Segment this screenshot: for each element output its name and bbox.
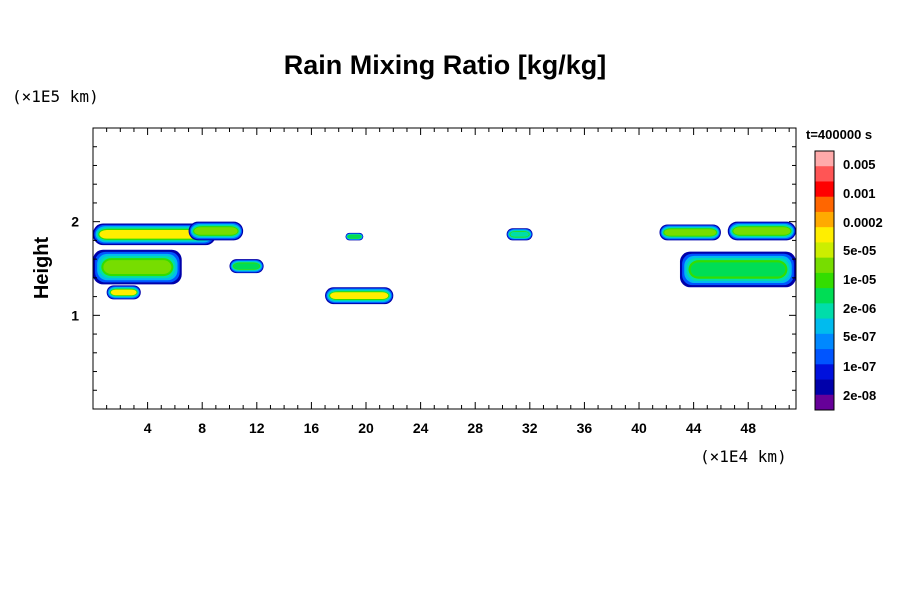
- rain-core: [664, 229, 717, 236]
- x-tick-label: 32: [522, 420, 538, 436]
- rain-core: [103, 260, 172, 275]
- rain-region: [506, 228, 533, 241]
- rain-region: [345, 232, 364, 241]
- colorbar-swatch: [815, 151, 834, 167]
- x-tick-label: 36: [577, 420, 593, 436]
- colorbar-swatch: [815, 364, 834, 380]
- x-tick-label: 40: [631, 420, 647, 436]
- colorbar-swatch: [815, 303, 834, 319]
- plot-frame: [92, 127, 797, 410]
- colorbar-swatch: [815, 211, 834, 228]
- rain-region: [679, 251, 796, 288]
- colorbar: 0.005 0.001 0.0002 5e-05 1e-05 2e-06 5e-07 1e-0…: [814, 150, 883, 411]
- rain-core: [510, 231, 529, 237]
- x-tick-label: 4: [144, 420, 152, 436]
- rain-core: [194, 227, 238, 235]
- rain-region: [93, 223, 216, 246]
- colorbar-swatch: [815, 288, 834, 304]
- colorbar-swatch: [815, 257, 834, 274]
- colorbar-swatch: [815, 181, 834, 198]
- colorbar-label: 0.005: [843, 157, 876, 172]
- chart-title: Rain Mixing Ratio [kg/kg]: [284, 50, 607, 80]
- colorbar-label: 0.0002: [843, 215, 883, 230]
- rain-core: [733, 227, 791, 235]
- colorbar-swatch: [815, 349, 834, 365]
- rain-region: [229, 259, 264, 274]
- rain-region: [659, 224, 721, 241]
- colorbar-swatch: [815, 196, 834, 213]
- rain-region: [188, 221, 244, 241]
- colorbar-label: 2e-08: [843, 388, 876, 403]
- colorbar-swatch: [815, 242, 834, 259]
- x-tick-label: 12: [249, 420, 265, 436]
- colorbar-label: 2e-06: [843, 301, 876, 316]
- x-tick-label: 20: [358, 420, 374, 436]
- rain-core: [233, 263, 260, 269]
- colorbar-swatch: [815, 379, 834, 396]
- colorbar-swatch: [815, 166, 834, 182]
- x-tick-label: 16: [304, 420, 320, 436]
- x-tick-label: 28: [467, 420, 483, 436]
- x-axis-unit-label: (×1E4 km): [700, 447, 787, 466]
- rain-core: [110, 289, 137, 296]
- y-axis-unit-label: (×1E5 km): [12, 87, 99, 106]
- rain-core: [330, 292, 389, 300]
- colorbar-label: 1e-05: [843, 272, 876, 287]
- colorbar-swatch: [815, 333, 834, 350]
- rain-region: [93, 249, 182, 285]
- time-label: t=400000 s: [806, 127, 872, 142]
- colorbar-label: 5e-07: [843, 329, 876, 344]
- colorbar-swatch: [815, 394, 834, 411]
- colorbar-swatch: [815, 227, 834, 243]
- colorbar-swatch: [815, 318, 834, 335]
- x-tick-label: 8: [198, 420, 206, 436]
- rain-core: [347, 235, 362, 239]
- x-tick-label: 44: [686, 420, 702, 436]
- y-axis-label: Height: [31, 237, 53, 300]
- y-tick-label: 2: [71, 214, 79, 230]
- colorbar-frame: [814, 150, 835, 411]
- x-tick-label: 24: [413, 420, 429, 436]
- colorbar-swatch: [815, 272, 834, 289]
- x-tick-label: 48: [740, 420, 756, 436]
- rain-region: [727, 221, 796, 241]
- colorbar-label: 5e-05: [843, 243, 876, 258]
- rain-field-layer: [93, 221, 796, 305]
- rain-region: [106, 285, 141, 300]
- colorbar-label: 1e-07: [843, 359, 876, 374]
- rain-core: [690, 262, 786, 277]
- rain-region: [325, 287, 394, 305]
- colorbar-label: 0.001: [843, 186, 876, 201]
- y-tick-label: 1: [71, 307, 79, 323]
- rain-core: [99, 230, 210, 239]
